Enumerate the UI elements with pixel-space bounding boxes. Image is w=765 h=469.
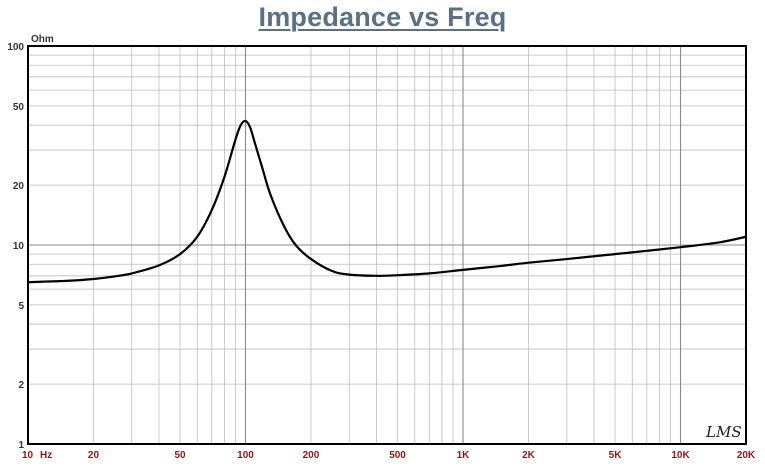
x-tick-label: 10K [671,450,690,461]
y-tick-label: 1 [18,440,24,451]
y-tick-label: 20 [13,181,25,192]
y-tick-label: 2 [18,380,24,391]
x-tick-labels: 10 20 50 100 200 500 1K 2K 5K 10K 20K [22,450,756,461]
x-tick-label: 10 [22,450,34,461]
chart-title: Impedance vs Freq [258,2,507,32]
x-tick-label: 1K [457,450,471,461]
y-tick-labels: 100 50 20 10 5 2 1 [7,42,24,451]
impedance-curve [27,119,747,284]
x-tick-label: 2K [522,450,536,461]
y-unit-label: Ohm [31,34,54,45]
x-tick-label: 5K [609,450,623,461]
plot-frame [27,45,747,445]
x-tick-label: 20 [88,450,100,461]
y-tick-label: 50 [13,102,25,113]
x-unit-label: Hz [40,450,52,461]
lms-logo: LMS [705,423,742,441]
x-tick-label: 500 [389,450,406,461]
y-tick-label: 5 [18,301,24,312]
x-tick-label: 20K [737,450,756,461]
x-tick-label: 50 [174,450,186,461]
x-tick-label: 100 [237,450,254,461]
y-tick-label: 100 [7,42,24,53]
x-tick-label: 200 [303,450,320,461]
y-tick-label: 10 [13,241,25,252]
